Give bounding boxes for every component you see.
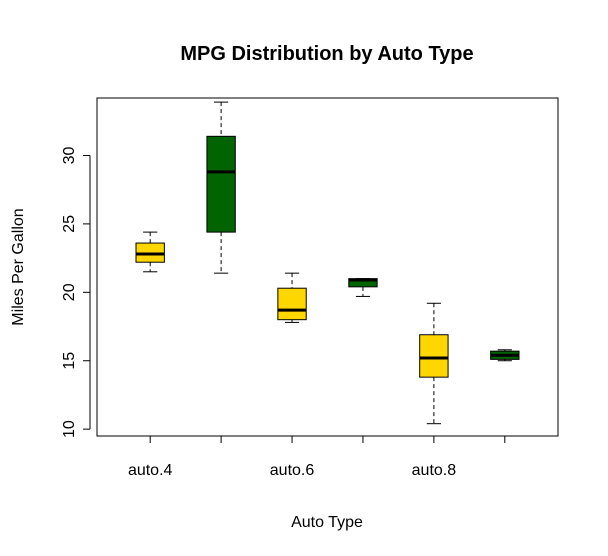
boxes <box>135 101 520 425</box>
box-4 <box>348 278 378 297</box>
y-axis-label: Miles Per Gallon <box>10 208 27 325</box>
y-tick-label: 20 <box>61 283 78 301</box>
y-tick-label: 25 <box>61 215 78 233</box>
y-axis: 10 15 20 25 30 <box>61 146 91 438</box>
plot-frame <box>96 97 559 437</box>
x-axis: auto.4 auto.6 auto.8 <box>128 435 506 479</box>
box-6 <box>490 349 520 362</box>
box-5 <box>419 302 449 425</box>
x-axis-label: Auto Type <box>291 514 363 531</box>
y-tick-label: 30 <box>61 146 78 164</box>
box-2 <box>206 101 236 274</box>
iqr-box <box>277 287 307 321</box>
iqr-box <box>206 135 236 233</box>
box-3 <box>277 272 307 323</box>
x-tick-label: auto.8 <box>412 462 457 479</box>
y-tick-label: 15 <box>61 352 78 370</box>
x-tick-label: auto.6 <box>270 462 315 479</box>
chart-title: MPG Distribution by Auto Type <box>180 43 473 65</box>
x-tick-label: auto.4 <box>128 462 173 479</box>
box-1 <box>135 231 165 273</box>
iqr-box <box>419 334 449 378</box>
y-tick-label: 10 <box>61 420 78 438</box>
